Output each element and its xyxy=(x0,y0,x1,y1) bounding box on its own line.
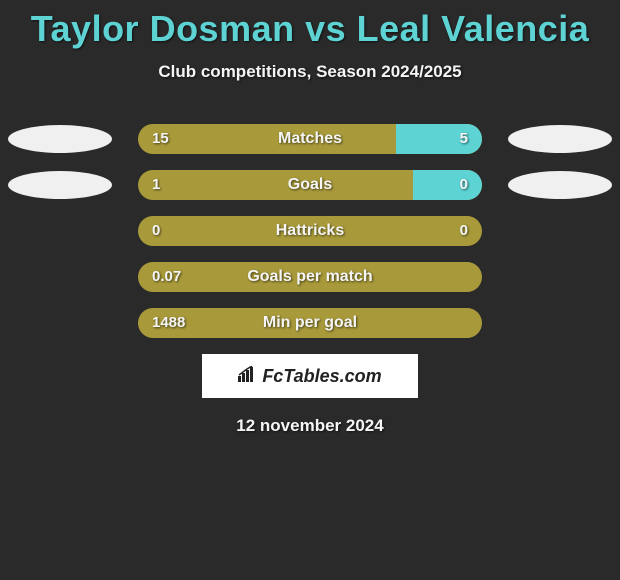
page-title: Taylor Dosman vs Leal Valencia xyxy=(0,0,620,50)
date-text: 12 november 2024 xyxy=(0,416,620,436)
stat-row: 10Goals xyxy=(0,170,620,200)
logo-box[interactable]: FcTables.com xyxy=(202,354,418,398)
stat-bar: 155Matches xyxy=(138,124,482,154)
subtitle: Club competitions, Season 2024/2025 xyxy=(0,62,620,82)
logo-text: FcTables.com xyxy=(262,366,381,387)
stat-row: 0.07Goals per match xyxy=(0,262,620,292)
player-left-oval xyxy=(8,125,112,153)
stat-label: Matches xyxy=(138,124,482,154)
stat-label: Goals xyxy=(138,170,482,200)
stat-rows: 155Matches 10Goals 00Hattricks 0.07Goals pe… xyxy=(0,124,620,338)
stat-label: Goals per match xyxy=(138,262,482,292)
stat-bar: 10Goals xyxy=(138,170,482,200)
player-left-oval xyxy=(8,171,112,199)
player-right-oval xyxy=(508,125,612,153)
stat-row: 155Matches xyxy=(0,124,620,154)
stat-label: Min per goal xyxy=(138,308,482,338)
stat-bar: 0.07Goals per match xyxy=(138,262,482,292)
stat-bar: 00Hattricks xyxy=(138,216,482,246)
chart-icon xyxy=(238,366,258,387)
stat-row: 1488Min per goal xyxy=(0,308,620,338)
stat-label: Hattricks xyxy=(138,216,482,246)
stat-row: 00Hattricks xyxy=(0,216,620,246)
stat-bar: 1488Min per goal xyxy=(138,308,482,338)
player-right-oval xyxy=(508,171,612,199)
